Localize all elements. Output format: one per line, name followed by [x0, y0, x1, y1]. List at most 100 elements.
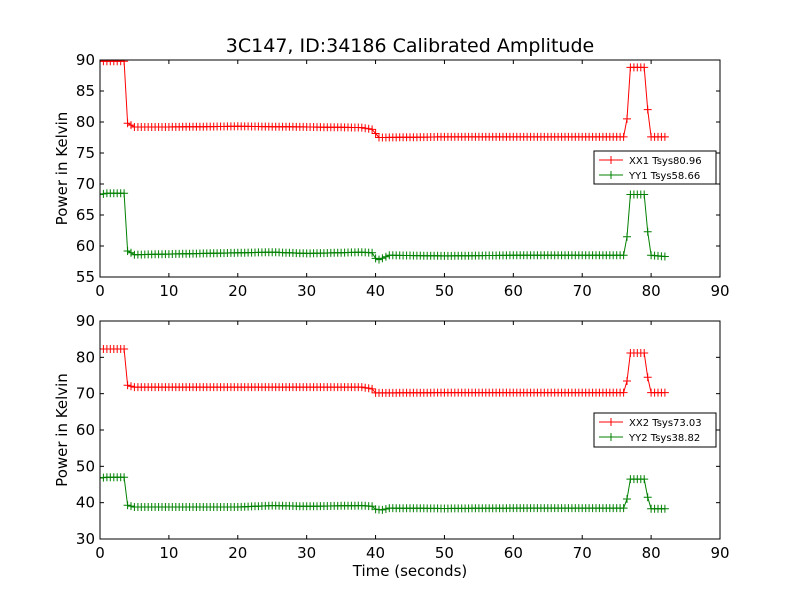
- data-point: [368, 125, 377, 134]
- x-tick-label: 70: [573, 544, 592, 562]
- legend-label: XX2 Tsys73.03: [629, 418, 702, 429]
- data-point: [378, 505, 387, 514]
- legend-label: XX1 Tsys80.96: [629, 156, 702, 167]
- x-tick-label: 40: [366, 282, 385, 300]
- data-point: [623, 232, 631, 241]
- data-point: [623, 377, 631, 385]
- legend: XX1 Tsys80.96 YY1 Tsys58.66: [593, 150, 717, 185]
- data-point: [120, 189, 129, 198]
- data-point: [371, 254, 380, 263]
- data-point: [640, 475, 649, 484]
- data-point: [368, 384, 377, 393]
- data-point: [643, 105, 652, 114]
- data-point: [357, 383, 366, 392]
- legend-label: YY2 Tsys38.82: [628, 433, 700, 444]
- data-point: [368, 248, 377, 257]
- data-point: [623, 114, 631, 123]
- legend-marker: [607, 156, 615, 164]
- series-1: [100, 345, 669, 397]
- data-point: [381, 252, 390, 261]
- data-point: [123, 119, 132, 128]
- x-tick-label: 30: [297, 282, 316, 300]
- data-point: [619, 132, 628, 141]
- data-point: [623, 495, 631, 503]
- x-tick-label: 90: [710, 544, 729, 562]
- data-point: [123, 381, 132, 390]
- data-point: [120, 60, 129, 66]
- x-tick-label: 20: [228, 544, 247, 562]
- legend-box: [593, 150, 717, 185]
- data-point: [371, 129, 380, 138]
- x-tick-label: 80: [642, 544, 661, 562]
- legend: XX2 Tsys73.03 YY2 Tsys38.82: [593, 412, 717, 448]
- data-point: [375, 255, 383, 264]
- data-point: [660, 132, 669, 141]
- data-point: [640, 190, 649, 199]
- data-point: [619, 251, 628, 260]
- data-point: [643, 493, 652, 502]
- data-point: [364, 124, 373, 133]
- x-tick-label: 90: [710, 282, 729, 300]
- legend-label: YY1 Tsys58.66: [628, 171, 700, 182]
- legend-item: XX2 Tsys73.03: [599, 418, 702, 429]
- y-tick-label: 90: [76, 312, 95, 330]
- legend-item: YY1 Tsys58.66: [599, 171, 700, 182]
- y-tick-label: 60: [76, 421, 95, 439]
- y-axis-label: Power in Kelvin: [53, 112, 71, 226]
- legend-marker: [607, 418, 615, 426]
- data-point: [127, 121, 135, 130]
- x-tick-label: 70: [573, 282, 592, 300]
- x-tick-label: 60: [504, 544, 523, 562]
- data-point: [357, 123, 366, 132]
- legend-box: [593, 412, 717, 448]
- data-point: [127, 382, 135, 391]
- y-tick-label: 70: [76, 175, 95, 193]
- y-tick-label: 80: [76, 348, 95, 366]
- legend-item: XX1 Tsys80.96: [599, 156, 702, 167]
- series-1: [100, 60, 669, 142]
- data-point: [640, 63, 649, 72]
- panel-2: 0 10 20 30 40 50 60 70 80 90 30 40 50 60 70 80 90 Power i…: [53, 312, 730, 580]
- y-tick-label: 40: [76, 494, 95, 512]
- x-tick-label: 40: [366, 544, 385, 562]
- data-point: [378, 254, 387, 263]
- data-point: [120, 473, 129, 482]
- legend-marker: [607, 433, 615, 441]
- data-point: [619, 504, 628, 513]
- data-point: [123, 247, 132, 255]
- legend-marker: [607, 171, 615, 179]
- data-point: [127, 248, 135, 257]
- y-tick-label: 50: [76, 457, 95, 475]
- y-tick-label: 65: [76, 206, 95, 224]
- panel-1: 0 10 20 30 40 50 60 70 80 90 55 60 65 70 75 80 85 90 Power…: [53, 51, 730, 300]
- x-tick-label: 50: [435, 282, 454, 300]
- series-2: [100, 473, 669, 514]
- data-point: [364, 384, 373, 393]
- x-tick-label: 20: [228, 282, 247, 300]
- chart-title: 3C147, ID:34186 Calibrated Amplitude: [226, 35, 594, 57]
- plot-frame: [99, 59, 721, 278]
- y-tick-label: 85: [76, 82, 95, 100]
- y-tick-label: 70: [76, 385, 95, 403]
- x-tick-label: 80: [642, 282, 661, 300]
- data-point: [640, 349, 649, 357]
- data-point: [643, 373, 652, 382]
- x-tick-label: 60: [504, 282, 523, 300]
- y-tick-label: 80: [76, 113, 95, 131]
- y-tick-label: 60: [76, 237, 95, 255]
- data-point: [127, 502, 135, 511]
- x-tick-label: 10: [159, 544, 178, 562]
- x-tick-label: 0: [95, 544, 105, 562]
- data-point: [381, 505, 390, 513]
- series-2: [100, 189, 669, 264]
- x-tick-label: 0: [95, 282, 105, 300]
- data-point: [643, 227, 652, 236]
- data-point: [660, 252, 669, 261]
- data-point: [361, 383, 370, 392]
- x-axis-label: Time (seconds): [352, 562, 468, 580]
- data-point: [361, 124, 370, 133]
- y-tick-label: 30: [76, 530, 95, 548]
- data-point: [100, 189, 108, 198]
- data-point: [660, 388, 669, 397]
